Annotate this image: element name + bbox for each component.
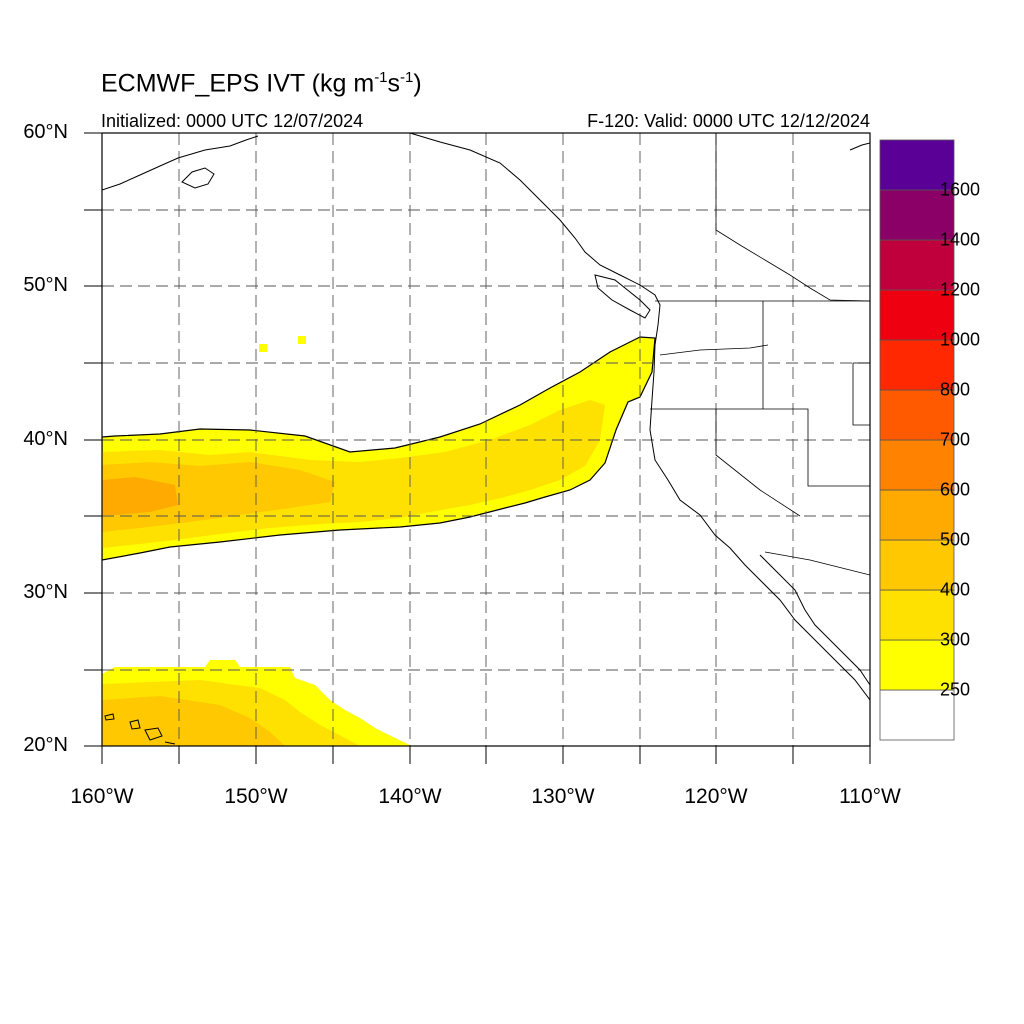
- colorbar-label: 1400: [940, 229, 981, 250]
- ivt-river-inner: [102, 462, 335, 532]
- lat-label-40: 40°N: [23, 428, 68, 450]
- colorbar-segment: [879, 389, 955, 441]
- lat-label-50: 50°N: [23, 274, 68, 296]
- colorbar-segment: [879, 539, 955, 591]
- colorbar-label: 250: [940, 679, 971, 700]
- colorbar-label: 400: [940, 579, 971, 600]
- initialized-label: Initialized: 0000 UTC 12/07/2024: [101, 111, 364, 131]
- colorbar-label: 600: [940, 479, 971, 500]
- colorbar-label: 300: [940, 629, 971, 650]
- lon-label-110w: 110°W: [839, 785, 901, 808]
- colorbar-segment: [879, 439, 955, 491]
- lon-label-150w: 150°W: [224, 785, 288, 808]
- valid-time-label: F-120: Valid: 0000 UTC 12/12/2024: [587, 111, 870, 131]
- lon-label-120w: 120°W: [684, 785, 748, 808]
- lat-label-60: 60°N: [23, 121, 68, 143]
- colorbar-segment: [879, 339, 955, 391]
- tick-marks: [84, 132, 871, 764]
- colorbar-label: 1000: [940, 329, 981, 350]
- colorbar-segment: [879, 489, 955, 541]
- colorbar-label: 700: [940, 429, 971, 450]
- colorbar-segment: [879, 189, 955, 241]
- political-boundaries: [650, 133, 870, 576]
- colorbar-label: 500: [940, 529, 971, 550]
- ivt-cell: [259, 344, 267, 352]
- colorbar-segment: [879, 239, 955, 291]
- ivt-cell: [298, 336, 306, 344]
- colorbar-label: 1200: [940, 279, 981, 300]
- lon-label-140w: 140°W: [378, 785, 442, 808]
- colorbar-segment: [879, 139, 955, 191]
- coastlines: [102, 133, 870, 745]
- colorbar-label: 800: [940, 379, 971, 400]
- map-title: ECMWF_EPS IVT (kg m-1s-1): [101, 69, 422, 98]
- colorbar: [879, 139, 955, 741]
- colorbar-segment: [879, 289, 955, 341]
- map-grid: [102, 133, 870, 746]
- lon-label-130w: 130°W: [531, 785, 595, 808]
- colorbar-label: 1600: [940, 179, 981, 200]
- lon-label-160w: 160°W: [70, 785, 134, 808]
- colorbar-segment: [879, 639, 955, 691]
- ivt-river-max: [102, 477, 178, 515]
- lat-label-30: 30°N: [23, 581, 68, 603]
- colorbar-segment: [879, 589, 955, 641]
- ivt-plume-core: [102, 696, 285, 746]
- colorbar-segment: [879, 689, 955, 741]
- lat-label-20: 20°N: [23, 734, 68, 756]
